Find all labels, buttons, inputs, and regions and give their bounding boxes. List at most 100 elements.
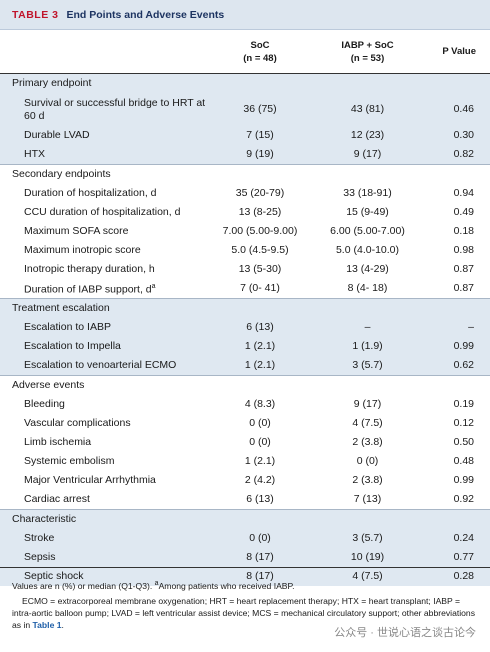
section-row: Primary endpoint (0, 74, 490, 94)
soc-value: 4 (8.3) (244, 398, 276, 410)
row: Maximum SOFA score 7.00 (5.00-9.00) 6.00 (… (0, 222, 490, 241)
row: Escalation to IABP 6 (13) – – (0, 318, 490, 337)
row: Sepsis 8 (17) 10 (19) 0.77 (0, 548, 490, 567)
header-cell (0, 30, 215, 74)
footnote-text: ECMO = extracorporeal membrane oxygenati… (12, 595, 475, 630)
section-title: Secondary endpoints (12, 168, 111, 180)
row-label: Stroke (24, 532, 55, 544)
soc-value: 6 (13) (246, 321, 274, 333)
column-name: SoC (250, 39, 270, 51)
p-value: 0.46 (453, 103, 474, 115)
row: Systemic embolism 1 (2.1) 0 (0) 0.48 (0, 452, 490, 471)
iabp-value: 3 (5.7) (352, 532, 383, 544)
section: Primary endpoint Survival or successful b… (0, 73, 490, 165)
row-label: Systemic embolism (24, 455, 115, 467)
soc-value: 13 (5-30) (238, 263, 282, 275)
soc-value: 0 (0) (249, 436, 271, 448)
p-value: 0.77 (453, 551, 474, 563)
section: Characteristic Stroke 0 (0) 3 (5.7) 0.24 Seps… (0, 509, 490, 586)
iabp-value: 2 (3.8) (352, 474, 383, 486)
section: Adverse events Bleeding 4 (8.3) 9 (17) 0.19 V… (0, 375, 490, 510)
iabp-value: 13 (4-29) (346, 263, 389, 275)
soc-value: 7 (15) (246, 129, 274, 141)
row-label: Bleeding (24, 398, 65, 410)
p-value: 0.98 (453, 244, 474, 256)
p-value: 0.99 (453, 340, 474, 352)
section: Secondary endpoints Duration of hospitali… (0, 164, 490, 299)
footnote-text: Among patients who received IABP. (158, 580, 295, 591)
row-label: Maximum inotropic score (24, 244, 141, 256)
soc-value: 8 (17) (246, 551, 274, 563)
iabp-value: 15 (9-49) (346, 206, 389, 218)
row: CCU duration of hospitalization, d 13 (8-… (0, 203, 490, 222)
soc-value: 1 (2.1) (244, 455, 276, 467)
row: Escalation to Impella 1 (2.1) 1 (1.9) 0.99 (0, 337, 490, 356)
row: Limb ischemia 0 (0) 2 (3.8) 0.50 (0, 433, 490, 452)
row-label: Escalation to venoarterial ECMO (24, 359, 177, 371)
row: Escalation to venoarterial ECMO 1 (2.1) 3 … (0, 356, 490, 376)
section-title: Primary endpoint (12, 77, 92, 89)
row-label: Inotropic therapy duration, h (24, 263, 155, 275)
section-row: Secondary endpoints (0, 165, 490, 185)
p-value: 0.49 (453, 206, 474, 218)
iabp-value: 8 (4- 18) (347, 282, 388, 294)
soc-value: 5.0 (4.5-9.5) (231, 244, 289, 256)
row-label: Survival or successful bridge to HRT at … (24, 96, 206, 122)
row: Duration of IABP support, da 7 (0- 41) 8 (… (0, 279, 490, 299)
row-label: Vascular complications (24, 417, 131, 429)
p-value: 0.87 (453, 282, 474, 294)
iabp-value: 4 (7.5) (352, 417, 383, 429)
row-label: Limb ischemia (24, 436, 92, 448)
soc-value: 7.00 (5.00-9.00) (222, 225, 298, 237)
p-value: 0.48 (453, 455, 474, 467)
soc-value: 8 (17) (246, 570, 274, 582)
iabp-value: 3 (5.7) (352, 359, 383, 371)
footnote-text: Values are n (%) or median (Q1-Q3). (12, 580, 153, 591)
section-title: Treatment escalation (12, 302, 110, 314)
row-label: Escalation to Impella (24, 340, 121, 352)
p-value: 0.82 (453, 148, 474, 160)
header-cell: P Value (430, 30, 490, 74)
row-label: CCU duration of hospitalization, d (24, 206, 181, 218)
table-link[interactable]: Table 1 (32, 619, 62, 630)
iabp-value: 2 (3.8) (352, 436, 383, 448)
row: Maximum inotropic score 5.0 (4.5-9.5) 5.0 … (0, 241, 490, 260)
p-value: 0.94 (453, 187, 474, 199)
row-label: Cardiac arrest (24, 493, 90, 505)
iabp-value: 33 (18-91) (343, 187, 392, 199)
row: Survival or successful bridge to HRT at … (0, 93, 490, 126)
row: Cardiac arrest 6 (13) 7 (13) 0.92 (0, 490, 490, 510)
row-label: HTX (24, 148, 45, 160)
row-label: Escalation to IABP (24, 321, 111, 333)
header-cell: IABP + SoC (n = 53) (305, 30, 430, 74)
table-title: End Points and Adverse Events (66, 8, 225, 21)
p-value: 0.24 (453, 532, 474, 544)
iabp-value: 9 (17) (353, 148, 382, 160)
title-bar: TABLE 3 End Points and Adverse Events (0, 0, 490, 30)
row: Inotropic therapy duration, h 13 (5-30) 13… (0, 260, 490, 279)
column-n: (n = 48) (243, 52, 277, 64)
footnote: Values are n (%) or median (Q1-Q3). aAmo… (0, 567, 490, 634)
iabp-value: – (364, 321, 371, 333)
p-value: 0.19 (453, 398, 474, 410)
section-row: Adverse events (0, 376, 490, 396)
section-title: Adverse events (12, 379, 85, 391)
section-row: Treatment escalation (0, 299, 490, 319)
row: Septic shock 8 (17) 4 (7.5) 0.28 (0, 567, 490, 586)
row: Duration of hospitalization, d 35 (20-79)… (0, 184, 490, 203)
p-value: 0.30 (453, 129, 474, 141)
iabp-value: 6.00 (5.00-7.00) (330, 225, 405, 237)
soc-value: 1 (2.1) (244, 340, 276, 352)
label-text: Duration of IABP support, d (24, 283, 152, 296)
row: Major Ventricular Arrhythmia 2 (4.2) 2 (3.… (0, 471, 490, 490)
row-label: Septic shock (24, 570, 84, 582)
iabp-value: 43 (81) (350, 103, 385, 115)
section-title: Characteristic (12, 513, 77, 525)
header-cell: SoC (n = 48) (215, 30, 305, 74)
p-value: 0.92 (453, 493, 474, 505)
row-label: Duration of IABP support, da (0, 279, 215, 299)
row-label: Durable LVAD (24, 129, 90, 141)
section-row: Characteristic (0, 510, 490, 530)
row-label: Sepsis (24, 551, 56, 563)
